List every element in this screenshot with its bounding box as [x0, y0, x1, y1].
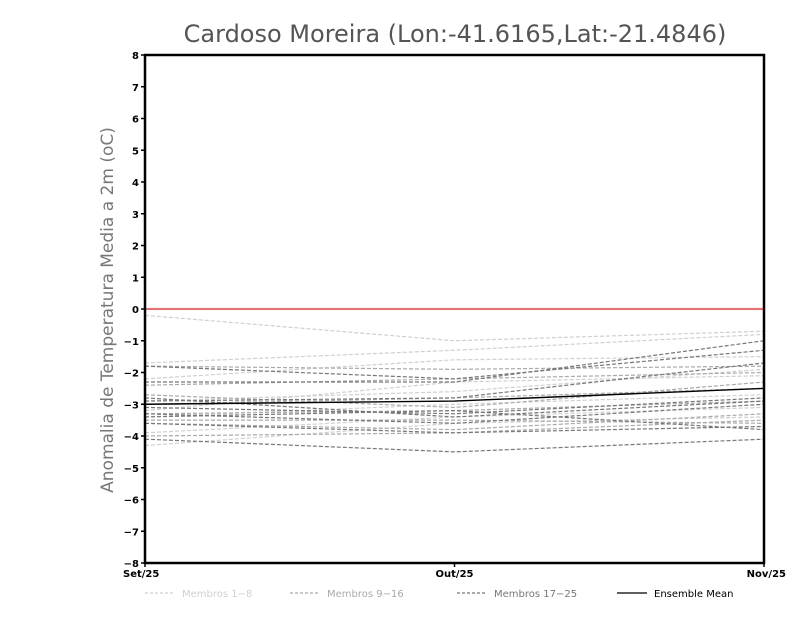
x-tick-label: Out/25	[436, 569, 474, 580]
legend: Membros 1−8 Membros 9−16 Membros 17−25 Ense…	[145, 589, 733, 600]
y-tick-label: −1	[124, 337, 139, 348]
member-series-line	[145, 350, 764, 379]
member-series-line	[145, 357, 764, 379]
member-series-line	[145, 315, 764, 340]
y-tick-label: −6	[124, 496, 139, 507]
y-tick-label: −3	[124, 400, 139, 411]
member-series-line	[145, 341, 764, 382]
x-ticks: Set/25 Out/25 Nov/25	[123, 563, 786, 580]
legend-label: Ensemble Mean	[654, 589, 733, 600]
y-tick-label: 0	[132, 305, 139, 316]
x-tick-label: Set/25	[123, 569, 159, 580]
y-tick-label: −2	[124, 369, 139, 380]
y-tick-label: 4	[132, 178, 139, 189]
member-series-line	[145, 417, 764, 446]
member-series-line	[145, 334, 764, 363]
legend-label: Membros 1−8	[182, 589, 252, 600]
legend-label: Membros 17−25	[494, 589, 577, 600]
member-series-line	[145, 369, 764, 401]
x-tick-label: Nov/25	[747, 569, 786, 580]
chart-title: Cardoso Moreira (Lon:-41.6165,Lat:-21.48…	[184, 20, 727, 48]
legend-label: Membros 9−16	[327, 589, 404, 600]
member-series-line	[145, 439, 764, 452]
series-layer	[145, 315, 764, 452]
y-tick-label: 3	[132, 210, 139, 221]
y-tick-label: 1	[132, 273, 139, 284]
y-tick-label: 7	[132, 83, 139, 94]
y-axis-label: Anomalia de Temperatura Media a 2m (oC)	[98, 127, 118, 493]
member-series-line	[145, 366, 764, 369]
y-tick-label: 5	[132, 146, 139, 157]
y-tick-label: −5	[124, 464, 139, 475]
y-tick-label: −4	[124, 432, 139, 443]
member-series-line	[145, 388, 764, 404]
y-tick-label: 2	[132, 242, 139, 253]
y-tick-label: 6	[132, 115, 139, 126]
y-tick-label: −7	[124, 527, 139, 538]
member-series-line	[145, 376, 764, 411]
y-tick-label: 8	[132, 51, 139, 62]
